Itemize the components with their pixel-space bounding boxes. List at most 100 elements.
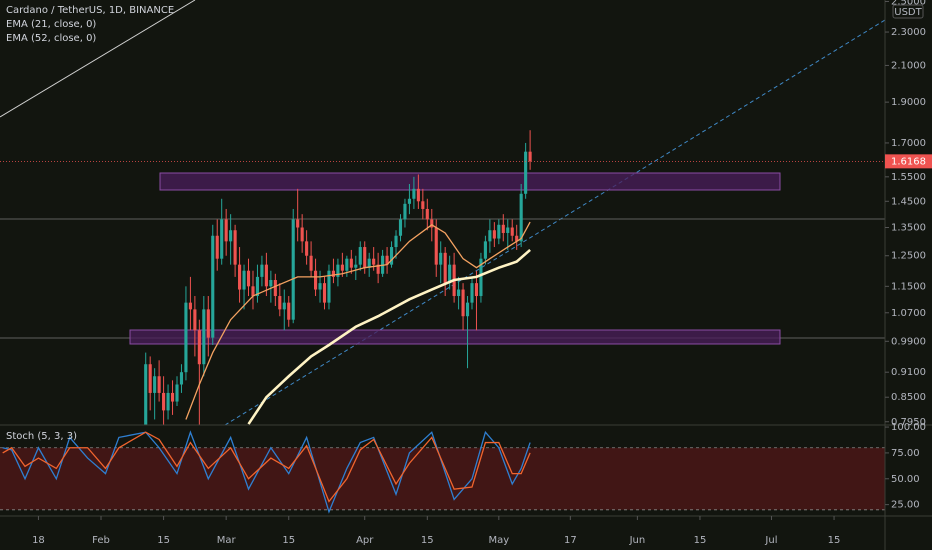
candle-body — [264, 264, 268, 287]
x-tick-label: 17 — [564, 535, 577, 546]
legend: Cardano / TetherUS, 1D, BINANCE EMA (21,… — [6, 5, 174, 442]
candle-body — [220, 219, 224, 259]
candle-body — [519, 193, 523, 242]
candle-body — [443, 252, 447, 284]
legend-entry: EMA (52, close, 0) — [6, 33, 96, 44]
candle-body — [488, 230, 492, 242]
candle-body — [372, 258, 376, 265]
candle-body — [255, 276, 260, 297]
candle-body — [403, 203, 407, 220]
last-price-label: 1.6168 — [891, 156, 926, 167]
candle-body — [385, 255, 389, 265]
candle-body — [296, 219, 300, 228]
stoch-pane — [0, 430, 885, 514]
candle-body — [300, 227, 304, 242]
candle-body — [193, 309, 197, 331]
unit-label: USDT — [894, 7, 922, 18]
candle-body — [398, 219, 403, 236]
candle-body — [506, 227, 510, 233]
candle-body — [206, 309, 210, 338]
candle-body — [260, 264, 264, 277]
unit-box — [892, 4, 924, 19]
candle-body — [273, 280, 277, 297]
candle-body — [322, 283, 327, 303]
candle-body — [465, 302, 470, 317]
symbol-title: Cardano / TetherUS, 1D, BINANCE — [6, 5, 174, 16]
candle-body — [291, 219, 295, 320]
candle-body — [175, 384, 179, 402]
x-tick-label: Jul — [764, 535, 777, 546]
candle-body — [238, 264, 242, 290]
x-tick-label: 15 — [421, 535, 434, 546]
legend-entry: EMA (21, close, 0) — [6, 19, 96, 30]
y-tick-label: 25.00 — [891, 500, 920, 511]
y-tick-label: 100.00 — [891, 422, 926, 433]
candle-body — [153, 376, 157, 393]
candle-body — [309, 255, 313, 271]
y-tick-label: 75.00 — [891, 448, 920, 459]
y-tick-label: 2.5000 — [891, 0, 926, 7]
x-tick-label: Mar — [217, 535, 237, 546]
y-tick-label: 1.9000 — [891, 97, 926, 108]
candle-body — [389, 247, 394, 265]
candle-body — [170, 392, 175, 402]
y-tick-label: 0.7950 — [891, 417, 926, 428]
candle-body — [407, 198, 411, 204]
candle-body — [367, 258, 371, 268]
candle-body — [501, 224, 505, 233]
candle-body — [269, 280, 273, 287]
x-tick-label: May — [488, 535, 509, 546]
stoch-band — [0, 447, 885, 510]
candle-body — [425, 208, 429, 220]
candle-body — [313, 270, 318, 290]
candle-body — [354, 264, 358, 268]
candle-body — [148, 364, 152, 393]
candle-body — [287, 302, 291, 320]
candle-body — [497, 224, 501, 239]
zone-box — [159, 172, 781, 191]
candle-body — [166, 392, 170, 411]
candle-body — [327, 270, 331, 303]
y-tick-label: 0.9100 — [891, 367, 926, 378]
stoch-line — [2, 430, 531, 514]
candle-body — [439, 252, 443, 265]
zone-box — [129, 329, 781, 345]
y-tick-label: 1.7000 — [891, 138, 926, 149]
y-tick-label: 1.0700 — [891, 308, 926, 319]
candle-body — [215, 235, 219, 259]
candle-body — [524, 151, 528, 194]
candle-body — [246, 270, 251, 287]
candle-body — [474, 283, 479, 297]
candle-body — [224, 219, 228, 242]
candle-body — [157, 376, 161, 393]
candle-body — [528, 151, 532, 162]
candle-body — [434, 227, 438, 265]
x-tick-label: 15 — [157, 535, 170, 546]
last-price-box — [885, 154, 932, 169]
candle-body — [515, 235, 519, 242]
y-tick-label: 1.1500 — [891, 281, 926, 292]
candle-body — [349, 258, 353, 268]
candle-body — [448, 264, 452, 284]
candle-body — [345, 258, 349, 271]
candle-body — [197, 330, 201, 365]
y-tick-label: 2.3000 — [891, 27, 926, 38]
candle-body — [430, 219, 434, 228]
candle-body — [305, 241, 309, 256]
y-tick-label: 1.3500 — [891, 223, 926, 234]
candle-body — [162, 392, 166, 411]
y-tick-label: 1.4500 — [891, 196, 926, 207]
candle-body — [336, 264, 340, 277]
candle-body — [358, 247, 362, 265]
candle-body — [211, 235, 215, 338]
candle-body — [457, 289, 461, 297]
x-tick-label: 15 — [694, 535, 707, 546]
x-tick-label: 15 — [282, 535, 295, 546]
y-tick-label: 1.2500 — [891, 251, 926, 262]
candle-body — [340, 264, 344, 271]
candle-body — [461, 289, 465, 317]
candle-body — [233, 230, 237, 265]
candle-body — [278, 296, 282, 310]
candle-body — [394, 235, 398, 248]
candle-body — [416, 188, 420, 202]
